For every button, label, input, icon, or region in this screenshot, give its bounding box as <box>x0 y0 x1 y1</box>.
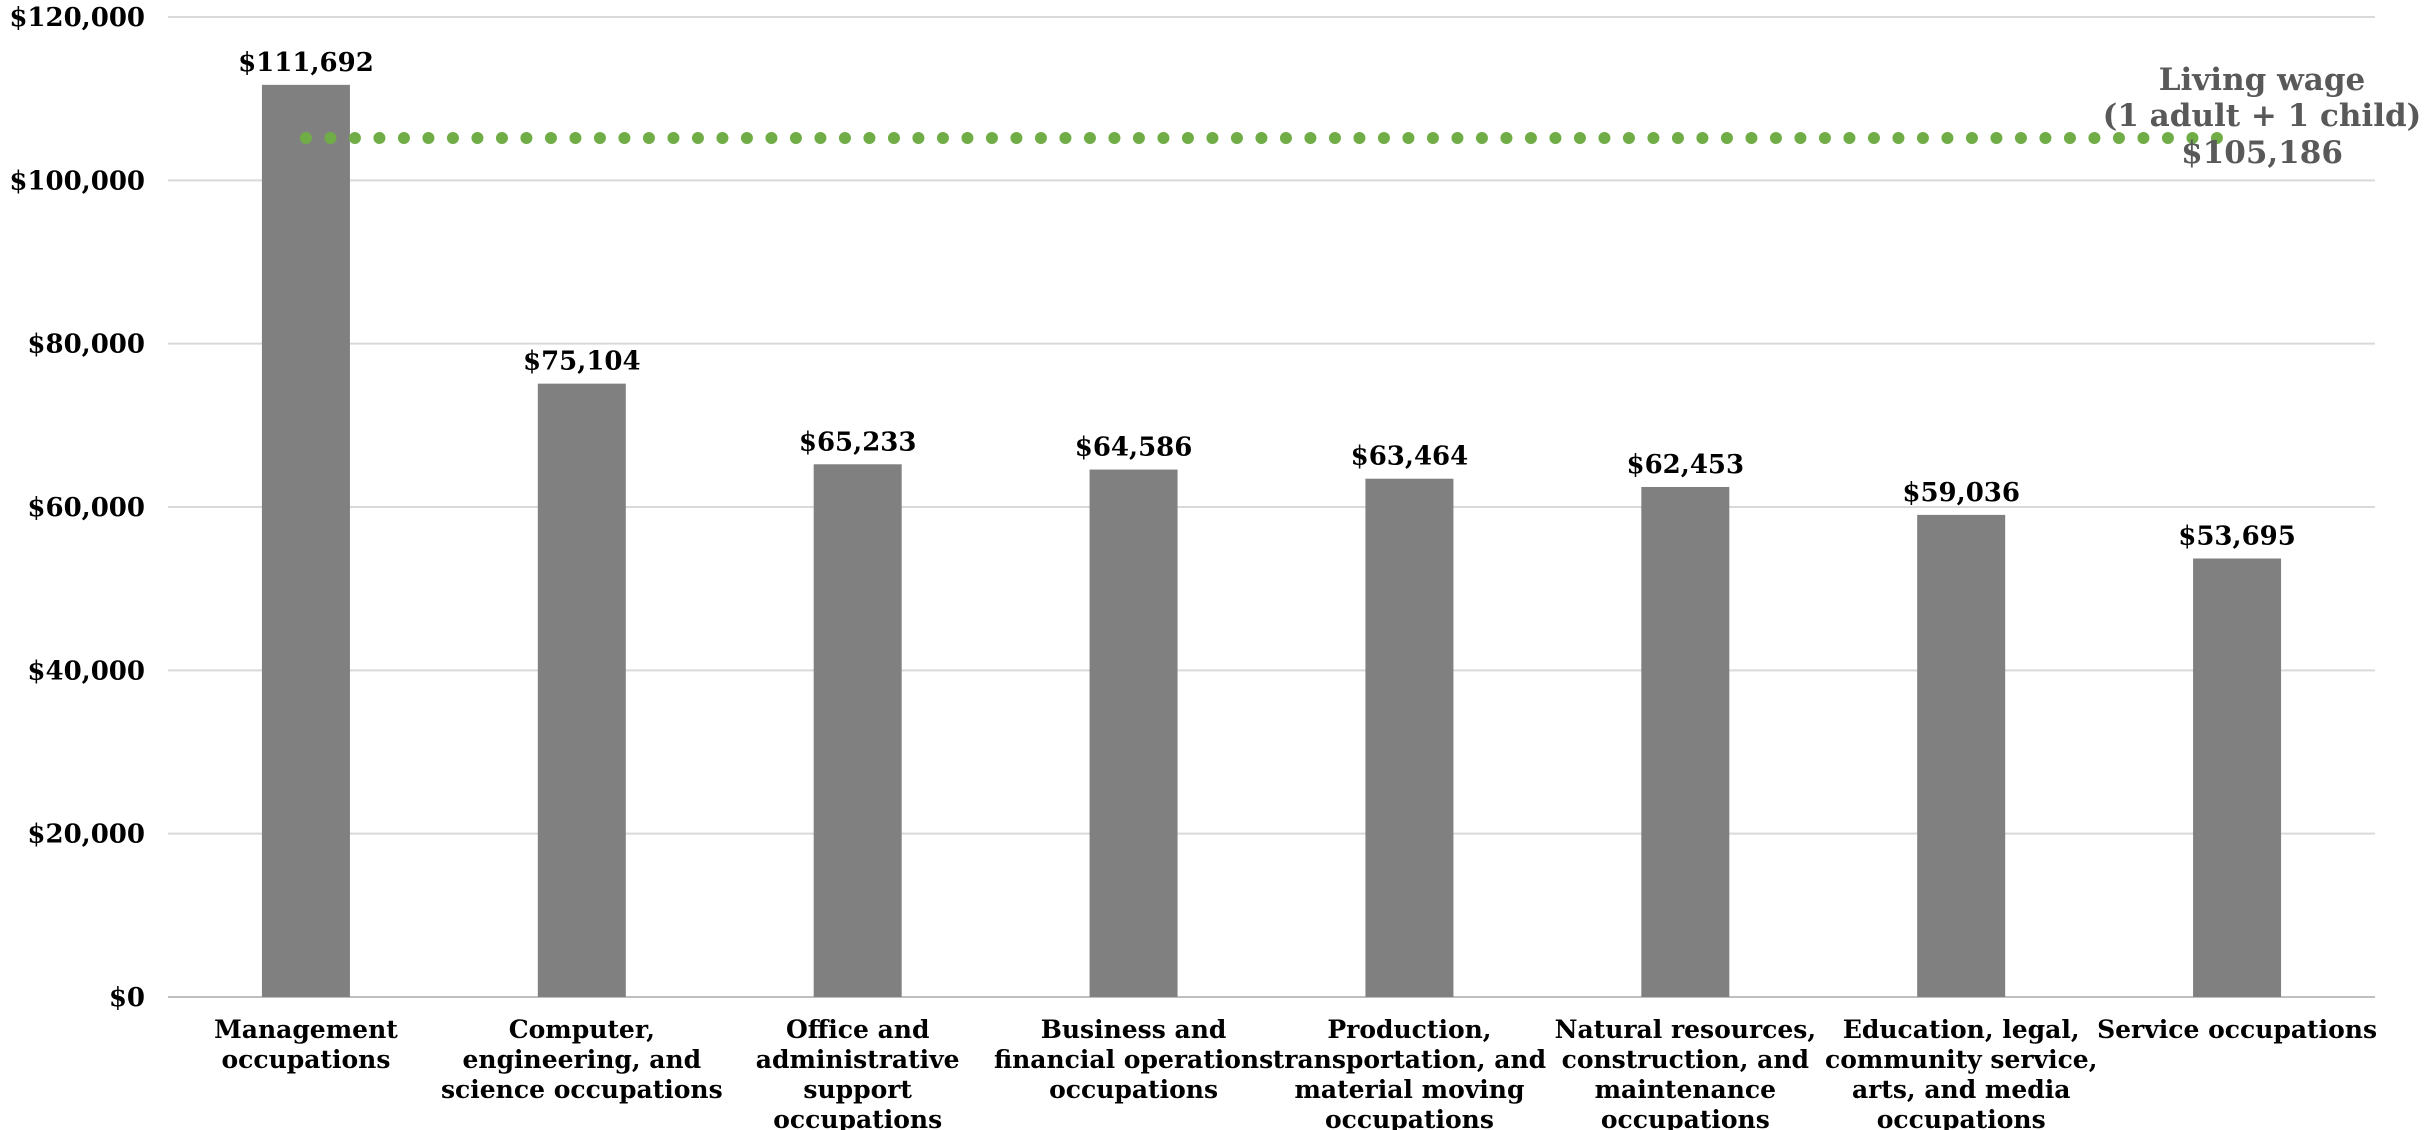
living-wage-reference: Living wage(1 adult + 1 child)$105,186 <box>299 62 2422 171</box>
bar <box>2193 558 2282 997</box>
bar <box>1641 486 1730 997</box>
living-wage-label: Living wage <box>2159 62 2366 98</box>
data-label: $53,695 <box>2178 521 2296 551</box>
data-label: $75,104 <box>523 347 641 377</box>
category-label: Service occupations <box>2097 1015 2377 1044</box>
bar <box>1917 514 2006 997</box>
y-tick-label: $60,000 <box>27 493 145 523</box>
y-tick-label: $120,000 <box>9 3 145 33</box>
category-label-line: Computer, <box>509 1015 655 1044</box>
data-label: $62,453 <box>1627 450 1745 480</box>
category-label-line: material moving <box>1294 1075 1524 1104</box>
category-label-line: transportation, and <box>1273 1045 1546 1074</box>
category-label-line: construction, and <box>1562 1045 1809 1074</box>
bar <box>1365 478 1454 997</box>
category-label: Office and administrative support occupatio… <box>756 1015 960 1130</box>
y-tick-label: $0 <box>109 983 145 1013</box>
category-label-line: occupations <box>1049 1075 1218 1104</box>
category-label: Business and financial operations occupati… <box>994 1015 1273 1104</box>
data-label: $111,692 <box>238 48 374 78</box>
y-tick-label: $80,000 <box>27 330 145 360</box>
data-label: $65,233 <box>799 427 917 457</box>
data-labels: $111,692 $75,104 $65,233 $64,586 $63,464 $62,… <box>238 48 2296 552</box>
category-label-line: Management <box>214 1015 398 1044</box>
living-wage-label: (1 adult + 1 child) <box>2103 98 2422 134</box>
y-axis: $0 $20,000 $40,000 $60,000 $80,000 $100,000 $1… <box>9 3 145 1013</box>
category-label-line: support <box>803 1075 912 1104</box>
category-label-line: Service occupations <box>2097 1015 2377 1044</box>
category-label-line: occupations <box>221 1045 390 1074</box>
gridlines <box>168 16 2375 998</box>
data-label: $59,036 <box>1902 478 2020 508</box>
category-label-line: occupations <box>773 1105 942 1130</box>
data-label: $64,586 <box>1075 433 1193 463</box>
category-label-line: Business and <box>1041 1015 1227 1044</box>
category-label: Natural resources, construction, and maint… <box>1555 1015 1816 1130</box>
category-label-line: Production, <box>1327 1015 1491 1044</box>
y-tick-label: $100,000 <box>9 166 145 196</box>
category-label-line: arts, and media <box>1852 1075 2071 1104</box>
living-wage-label: $105,186 <box>2181 135 2343 171</box>
y-tick-label: $20,000 <box>27 820 145 850</box>
category-label-line: occupations <box>1601 1105 1770 1130</box>
category-label-line: community service, <box>1825 1045 2097 1074</box>
category-label-line: engineering, and <box>462 1045 701 1074</box>
category-label-line: maintenance <box>1595 1075 1776 1104</box>
data-label: $63,464 <box>1351 442 1469 472</box>
bar <box>813 464 902 998</box>
category-label-line: Office and <box>786 1015 929 1044</box>
category-label: Production, transportation, and material m… <box>1273 1015 1546 1130</box>
category-label-line: financial operations <box>994 1045 1273 1074</box>
y-tick-label: $40,000 <box>27 656 145 686</box>
bars <box>261 84 2282 998</box>
bar <box>261 84 350 998</box>
category-label: Management occupations <box>214 1015 398 1074</box>
category-label-line: science occupations <box>441 1075 723 1104</box>
category-label-line: occupations <box>1325 1105 1494 1130</box>
category-label-line: Education, legal, <box>1843 1015 2080 1044</box>
category-label: Computer, engineering, and science occupat… <box>441 1015 723 1104</box>
category-label-line: Natural resources, <box>1555 1015 1816 1044</box>
category-label: Education, legal, community service, arts,… <box>1825 1015 2097 1130</box>
bar <box>1089 469 1178 997</box>
category-label-line: occupations <box>1877 1105 2046 1130</box>
category-label-line: administrative <box>756 1045 960 1074</box>
bar <box>537 383 626 998</box>
